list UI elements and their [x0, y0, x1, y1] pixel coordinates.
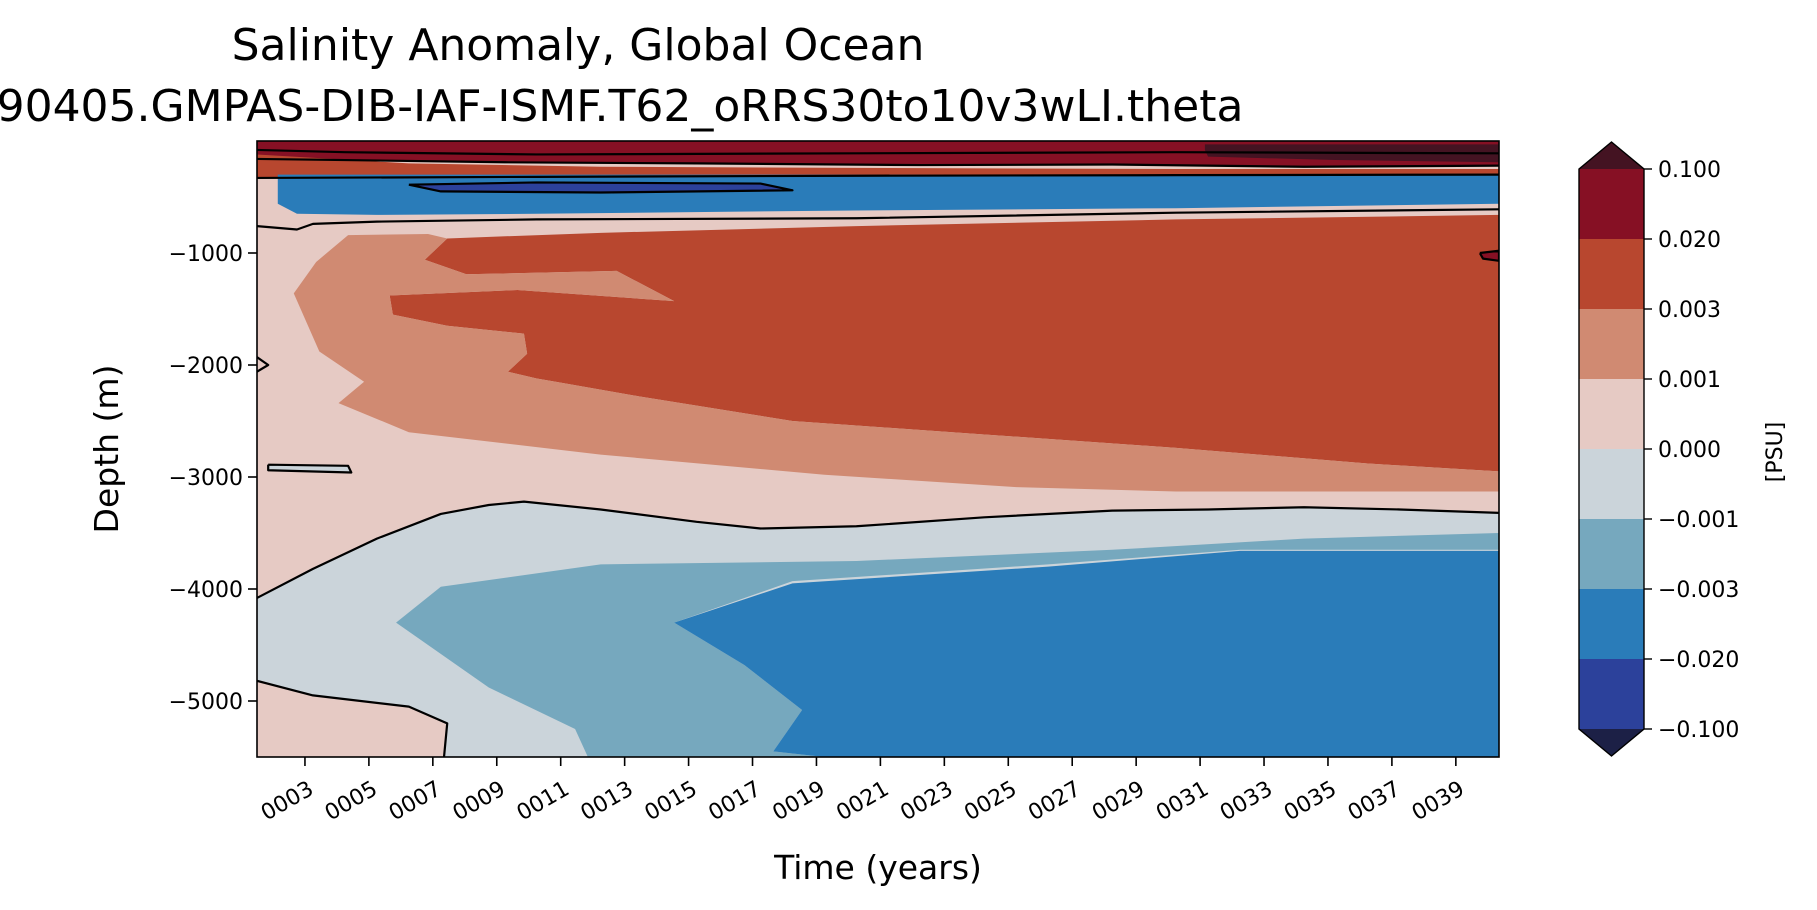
region-mid-depth-moderate-saline	[293, 233, 1499, 492]
region-subsurface-very-fresh-lens	[408, 182, 793, 193]
colorbar-band	[1579, 449, 1644, 520]
y-axis-ticks: −1000 −2000 −3000 −4000 −5000	[169, 242, 257, 715]
region-upper-saline-band	[257, 154, 1499, 178]
colorbar-band	[1579, 659, 1644, 730]
contour-line-surface-layer-lower	[257, 157, 1499, 168]
colorbar-band	[1579, 589, 1644, 660]
x-tick-label: 0015	[641, 777, 702, 827]
contour-line-right-edge-blob-outline	[1478, 249, 1499, 262]
x-axis-ticks: 0003 0005 0007 0009 0011 0013 0015 0017 0019 0021…	[257, 757, 1469, 826]
x-axis-label: Time (years)	[773, 848, 982, 887]
contour-line-upper-fresh-bottom	[257, 208, 1499, 231]
y-tick-label: −3000	[169, 466, 243, 491]
colorbar-band	[1579, 309, 1644, 380]
colorbar-band	[1579, 169, 1644, 240]
colorbar-tick-label: 0.000	[1658, 438, 1721, 463]
x-tick-label: 0019	[768, 777, 829, 827]
contour-line-layer	[257, 148, 1499, 757]
x-tick-label: 0031	[1152, 777, 1213, 827]
chart-title-line1: Salinity Anomaly, Global Ocean	[232, 20, 925, 71]
y-tick-label: −1000	[169, 242, 243, 267]
chart-title-line2: 20190405.GMPAS-DIB-IAF-ISMF.T62_oRRS30to…	[0, 81, 1243, 132]
y-tick-label: −5000	[169, 690, 243, 715]
colorbar-unit-label: [PSU]	[1763, 422, 1788, 483]
x-tick-label: 0005	[321, 777, 382, 827]
region-bottom-saline-corner	[257, 680, 448, 757]
contour-line-zero-contour-deep	[257, 500, 1499, 599]
x-tick-label: 0017	[705, 777, 766, 827]
colorbar: 0.100 0.020 0.003 0.001 0.000 −0.001 −0.003 −0.…	[1578, 141, 1739, 757]
plot-frame	[256, 140, 1500, 758]
colorbar-tick-label: −0.003	[1658, 578, 1739, 603]
x-tick-label: 0029	[1088, 777, 1149, 827]
colorbar-tick-label: −0.001	[1658, 508, 1739, 533]
x-tick-label: 0021	[832, 777, 893, 827]
colorbar-extend-min	[1579, 729, 1644, 756]
colorbar-band	[1579, 519, 1644, 590]
contour-line-surface-layer-upper	[257, 148, 1499, 156]
x-tick-label: 0037	[1344, 777, 1405, 827]
colorbar-band	[1579, 239, 1644, 310]
x-tick-label: 0039	[1408, 777, 1469, 827]
contour-line-left-edge-notch	[257, 356, 270, 373]
x-tick-label: 0025	[960, 777, 1021, 827]
contour-fill-layer	[257, 141, 1499, 757]
colorbar-tick-label: −0.020	[1658, 648, 1739, 673]
x-tick-label: 0003	[257, 777, 318, 827]
x-tick-label: 0033	[1216, 777, 1277, 827]
contour-line-very-fresh-lens-outline	[408, 181, 794, 194]
x-tick-label: 0023	[896, 777, 957, 827]
region-deep-fresh-band	[396, 533, 1499, 757]
colorbar-tick-label: 0.100	[1658, 158, 1721, 183]
region-deep-fresh-core	[674, 550, 1499, 757]
contour-line-upper-fresh-top	[257, 173, 1499, 180]
colorbar-tick-label: 0.001	[1658, 368, 1721, 393]
colorbar-tick-label: 0.020	[1658, 228, 1721, 253]
x-tick-label: 0009	[449, 777, 510, 827]
colorbar-band	[1579, 379, 1644, 450]
x-tick-label: 0027	[1024, 777, 1085, 827]
plot-area	[257, 141, 1499, 757]
y-tick-label: −2000	[169, 354, 243, 379]
x-tick-label: 0035	[1280, 777, 1341, 827]
x-tick-label: 0011	[513, 777, 574, 827]
colorbar-tick-label: −0.100	[1658, 718, 1739, 743]
contour-line-bottom-corner-contour	[257, 679, 449, 757]
colorbar-extend-max	[1579, 142, 1644, 169]
region-mid-depth-saline-core	[389, 214, 1499, 472]
y-tick-label: −4000	[169, 578, 243, 603]
x-tick-label: 0007	[385, 777, 446, 827]
y-axis-label: Depth (m)	[87, 365, 126, 534]
x-tick-label: 0013	[577, 777, 638, 827]
contour-line-fresh-blob-outline	[267, 463, 353, 474]
colorbar-tick-label: 0.003	[1658, 298, 1721, 323]
